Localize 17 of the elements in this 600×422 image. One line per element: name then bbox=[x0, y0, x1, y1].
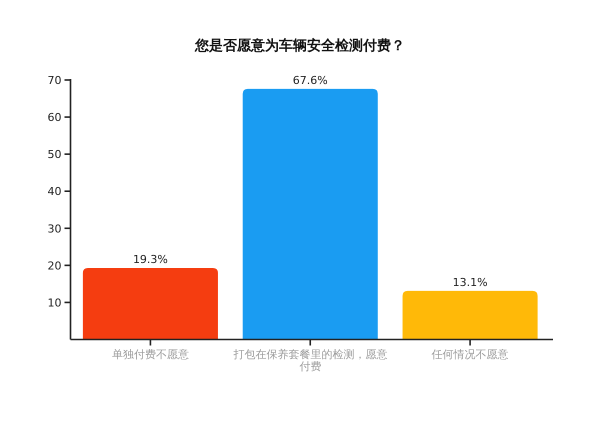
y-tick-label: 20 bbox=[48, 259, 62, 272]
y-tick-label: 40 bbox=[48, 185, 62, 198]
data-label: 67.6% bbox=[292, 74, 328, 87]
bar bbox=[82, 268, 218, 340]
data-label: 19.3% bbox=[132, 252, 168, 266]
x-tick-label: 单独付费不愿意 bbox=[112, 348, 189, 361]
y-tick-label: 10 bbox=[48, 296, 62, 310]
y-tick-label: 30 bbox=[48, 222, 62, 236]
y-tick-label: 70 bbox=[48, 74, 62, 87]
bar bbox=[242, 88, 378, 340]
y-tick-label: 60 bbox=[48, 111, 62, 124]
x-tick-label: 任何情况不愿意 bbox=[430, 348, 509, 361]
data-label: 13.1% bbox=[452, 276, 488, 289]
chart-title: 您是否愿意为车辆安全检测付费？ bbox=[194, 37, 405, 54]
bar bbox=[402, 290, 538, 340]
x-tick-label: 打包在保养套餐里的检测，愿意付费 bbox=[232, 348, 388, 373]
y-tick-label: 50 bbox=[48, 148, 62, 162]
